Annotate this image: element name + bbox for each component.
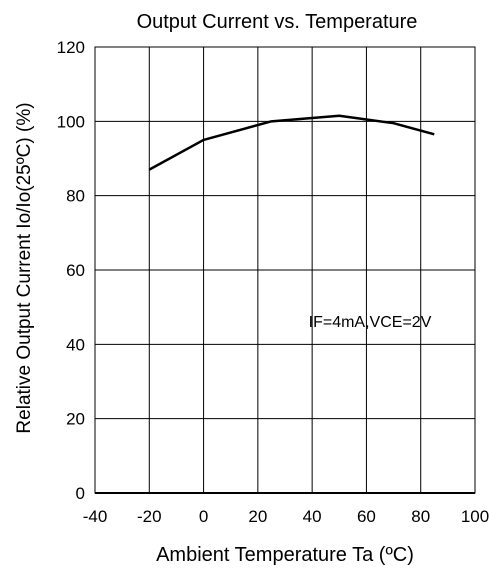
- x-tick-label: 100: [461, 507, 489, 526]
- chart-title: Output Current vs. Temperature: [137, 11, 418, 33]
- x-tick-label: -20: [137, 507, 162, 526]
- y-tick-label: 20: [66, 410, 85, 429]
- y-tick-label: 120: [57, 38, 85, 57]
- x-tick-label: 20: [248, 507, 267, 526]
- x-axis-label: Ambient Temperature Ta (ºC): [156, 544, 414, 566]
- series-line: [148, 114, 435, 171]
- y-tick-label: 40: [66, 335, 85, 354]
- condition-annotation: IF=4mA,VCE=2V: [309, 314, 432, 331]
- grid: [95, 47, 475, 493]
- x-tick-label: 0: [199, 507, 208, 526]
- tick-labels: -40 -20 0 20 40 60 80 100 0 20 40 60 80 100 120: [57, 38, 490, 526]
- series-layer: [148, 114, 435, 171]
- x-tick-label: -40: [83, 507, 108, 526]
- y-tick-label: 100: [57, 112, 85, 131]
- x-tick-label: 40: [303, 507, 322, 526]
- x-tick-label: 80: [411, 507, 430, 526]
- y-axis-label: Relative Output Current Io/Io(25ºC) (%): [14, 102, 35, 433]
- axes: [94, 46, 476, 494]
- y-tick-label: 80: [66, 187, 85, 206]
- y-tick-label: 0: [76, 484, 85, 503]
- y-tick-label: 60: [66, 261, 85, 280]
- x-tick-label: 60: [357, 507, 376, 526]
